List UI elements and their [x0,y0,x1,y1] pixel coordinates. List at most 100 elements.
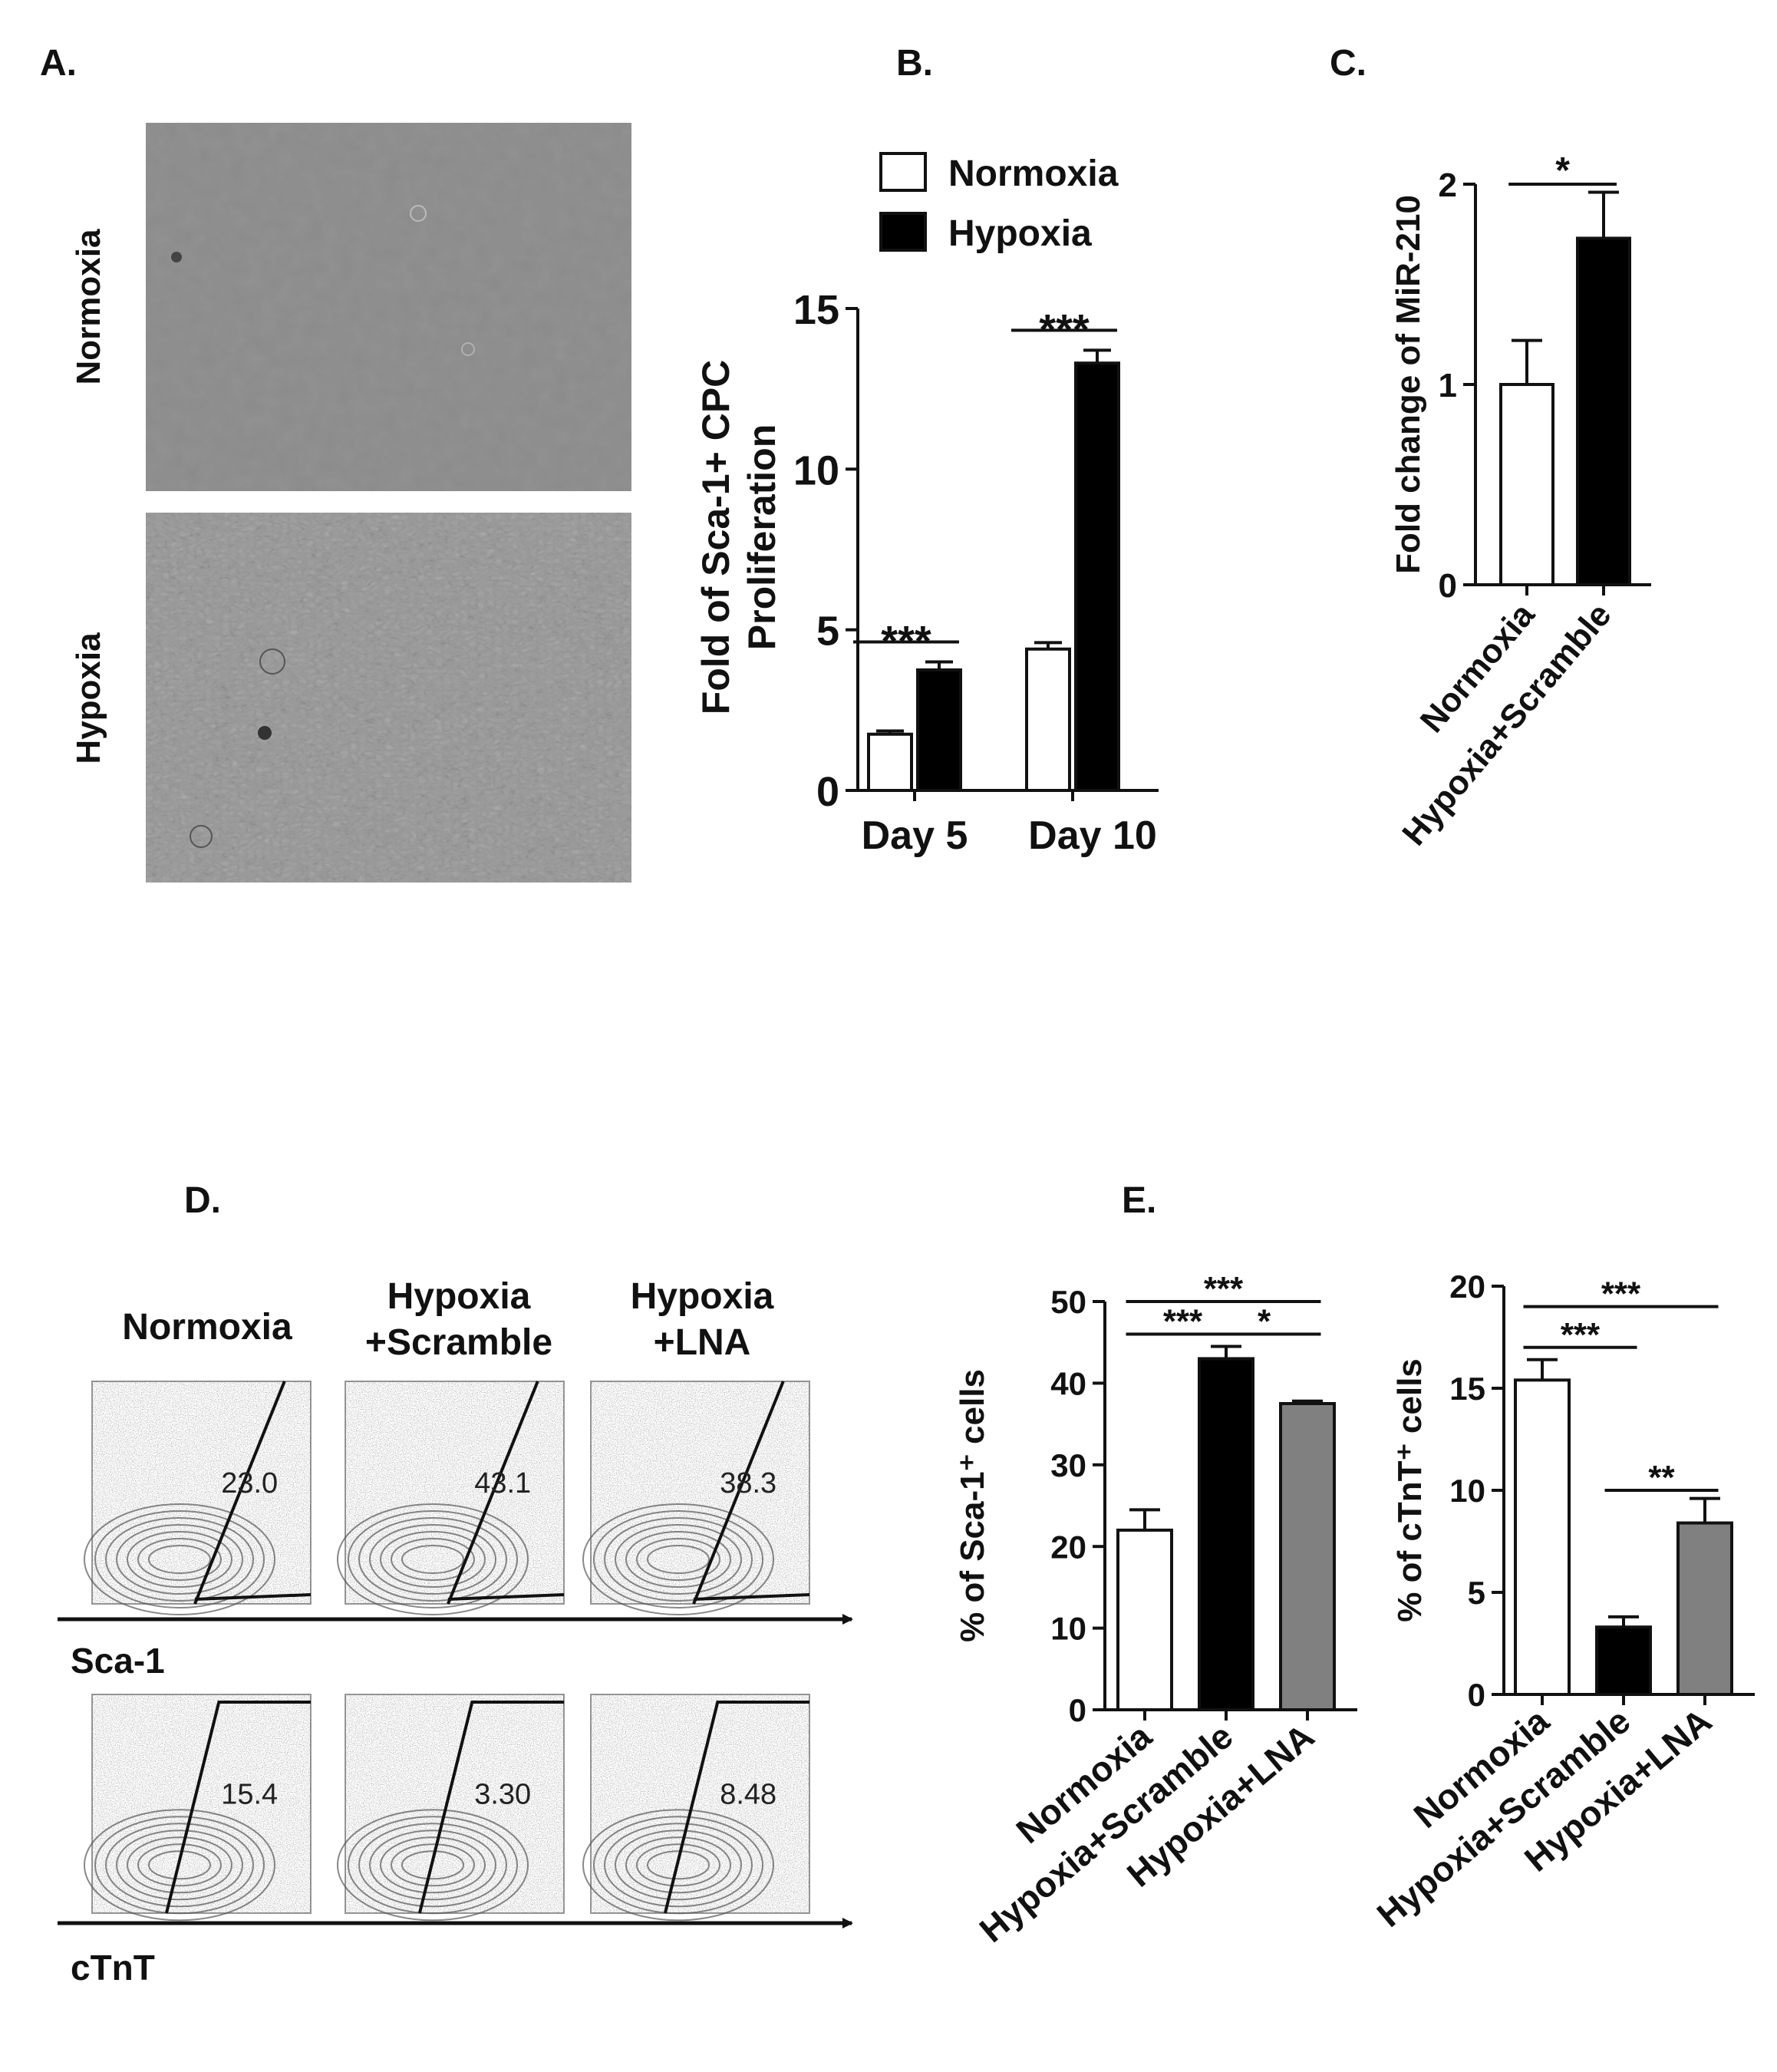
row-label-hypoxia: Hypoxia [70,632,107,764]
b-y-axis-label: Fold of Sca-1+ CPCProliferation [694,360,783,715]
flow-contour [348,1510,518,1608]
flow-contour [380,1531,486,1588]
flow-plot-ctnt-2: 8.48 [582,1694,810,1922]
panel-a-label: A. [40,43,77,84]
e1-ytick-label-10: 10 [1050,1611,1086,1647]
flow-gate-line [164,1701,311,1914]
flow-contour [105,1517,254,1602]
chart-e-sca1-percent: 01020304050NormoxiaHypoxia+ScrambleHypox… [954,1270,1357,1950]
b-bar-normoxia-day-5 [867,732,913,793]
flow-contour [604,1517,753,1602]
flow-contour [625,1836,731,1894]
row-label-normoxia: Normoxia [70,229,107,384]
flow-contour [137,1538,222,1581]
flow-gate-base [194,1593,312,1601]
flow-contour [625,1531,731,1588]
c-ytick-label-2: 2 [1439,167,1457,204]
flow-contour [582,1809,774,1922]
panel-b-label: B. [896,43,933,84]
flow-contour [105,1823,254,1908]
flow-contour [337,1809,529,1922]
flow-contour [348,1816,518,1915]
flow-gate-base [447,1593,565,1601]
flow-plot-ctnt-0: 15.4 [84,1694,312,1922]
flow-gate-line [663,1701,809,1914]
b-sig-label-1: *** [1039,305,1090,353]
flow-contour [380,1836,486,1894]
flow-contour [84,1809,275,1922]
c-y-axis-label: Fold change of MiR-210 [1390,195,1427,574]
e1-y-axis-label: % of Sca-1⁺ cells [954,1369,991,1642]
flow-column-header-normoxia: Normoxia [122,1307,292,1348]
b-bar-hypoxia-day-10 [1074,361,1120,792]
flow-contour [116,1829,243,1901]
e2-ytick-label-15: 15 [1449,1371,1485,1407]
e1-bar-normoxia [1116,1528,1173,1712]
legend-label-normoxia: Normoxia [948,153,1119,194]
marker-label-sca1: Sca-1 [71,1641,165,1681]
chart-b-fold-proliferation: 0 5 10 15 Day 5 Day 10 *** *** Fold of Sca-1+ CP… [694,287,1159,858]
e2-y-axis-label: % of cTnT⁺ cells [1391,1358,1429,1622]
panel-e-label: E. [1122,1180,1156,1221]
flow-plot-sca1-2: 38.3 [582,1381,810,1615]
flow-gate-line [447,1381,539,1605]
e2-sig-label-2: ** [1648,1459,1675,1496]
e2-ytick-label-20: 20 [1449,1269,1485,1305]
flow-plot-dots [345,1694,564,1913]
flow-plot-dots [92,1694,311,1913]
b-category-label-day-5: Day 5 [862,813,968,858]
flow-plot-ctnt-1: 3.30 [337,1694,565,1922]
b-ytick-label-15: 15 [793,287,839,333]
flow-contour [401,1850,464,1880]
flow-gate-line [417,1701,564,1914]
flow-contour [84,1503,275,1615]
c-ytick-label-1: 1 [1439,367,1457,404]
flow-contour [116,1524,243,1595]
flow-contour [636,1843,720,1887]
e2-bar-hypoxia-lna [1676,1521,1733,1697]
flow-column-header-hypoxia-scramble: Hypoxia +Scramble [365,1276,552,1363]
c-bar-hypoxia-scramble [1576,236,1631,586]
e1-ytick-label-40: 40 [1050,1366,1086,1402]
e1-sig-label-1: *** [1163,1303,1203,1341]
legend-swatch-hypoxia [879,212,927,252]
flow-contour [401,1545,464,1574]
flow-contour [358,1517,507,1602]
flow-plot-dots [92,1381,311,1604]
flow-contour [647,1545,710,1574]
b-category-label-day-10: Day 10 [1028,813,1157,858]
chart-e-ctnt-percent: 05101520NormoxiaHypoxia+ScrambleHypoxia+… [1370,1269,1755,1935]
b-bar-normoxia-day-10 [1025,647,1071,793]
e2-bar-normoxia [1514,1378,1571,1696]
e2-sig-label-1: *** [1561,1316,1601,1354]
flow-plot-dots [591,1381,809,1604]
flow-contour [148,1850,211,1880]
flow-contour [615,1524,742,1595]
flow-plot-dots [345,1381,564,1604]
flow-contour [127,1531,232,1588]
flow-cytometry-panel: Normoxia Hypoxia +Scramble Hypoxia +LNA 23.0 4… [58,1276,853,1988]
flow-contour [391,1843,475,1887]
e1-ytick-label-20: 20 [1050,1529,1086,1565]
b-ytick-label-0: 0 [816,769,839,815]
flow-gate-line [193,1381,286,1605]
flow-gate-value-sca1-0: 23.0 [221,1467,278,1500]
b-ytick-label-10: 10 [793,447,839,493]
flow-contour [391,1538,475,1581]
e1-ytick-label-30: 30 [1050,1447,1086,1483]
legend-b: Normoxia Hypoxia [879,152,1119,254]
e1-sig-label-0: *** [1204,1270,1244,1308]
flow-contour [358,1823,507,1908]
b-sig-label-0: *** [881,617,931,665]
b-bar-hypoxia-day-5 [916,668,962,792]
e1-ytick-label-50: 50 [1050,1284,1086,1320]
flow-gate-line [692,1381,785,1605]
marker-label-ctnt: cTnT [71,1948,155,1988]
panel-c-label: C. [1330,43,1367,84]
panel-d-label: D. [184,1180,221,1221]
flow-contour [582,1503,774,1615]
e1-bar-hypoxia-scramble [1198,1357,1254,1711]
c-sig-label-0: * [1555,150,1570,191]
micrograph-normoxia [146,123,631,491]
